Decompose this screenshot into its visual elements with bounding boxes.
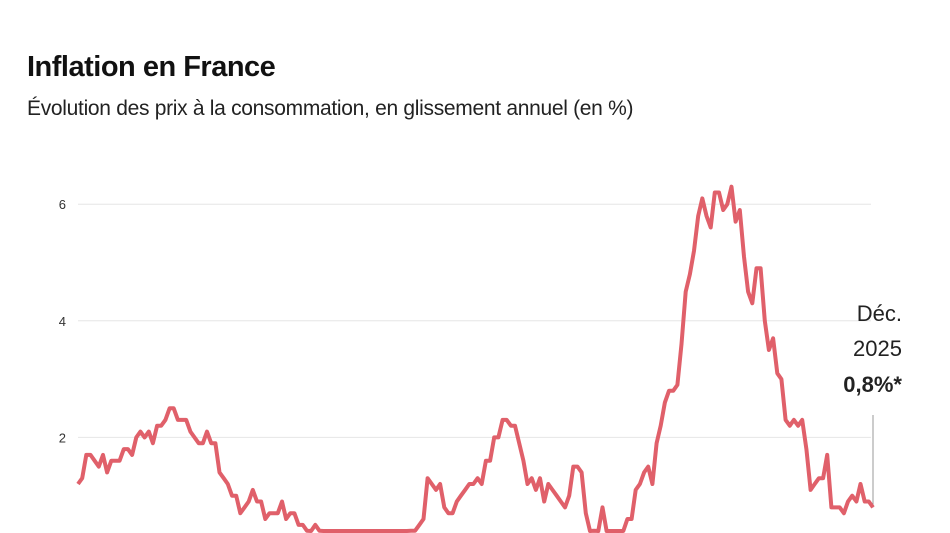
annotation-year: 2025: [853, 336, 902, 361]
annotation-value: 0,8%*: [843, 372, 902, 397]
y-tick-label: 4: [59, 314, 66, 329]
y-tick-label: 2: [59, 430, 66, 445]
annotation-month: Déc.: [857, 301, 902, 326]
chart-title: Inflation en France: [27, 51, 276, 83]
y-tick-label: 6: [59, 197, 66, 212]
gridlines: [78, 203, 871, 438]
chart-subtitle: Évolution des prix à la consommation, en…: [27, 97, 634, 120]
inflation-series-line: [76, 184, 875, 533]
y-axis-ticks: 2 4 6: [59, 197, 66, 445]
